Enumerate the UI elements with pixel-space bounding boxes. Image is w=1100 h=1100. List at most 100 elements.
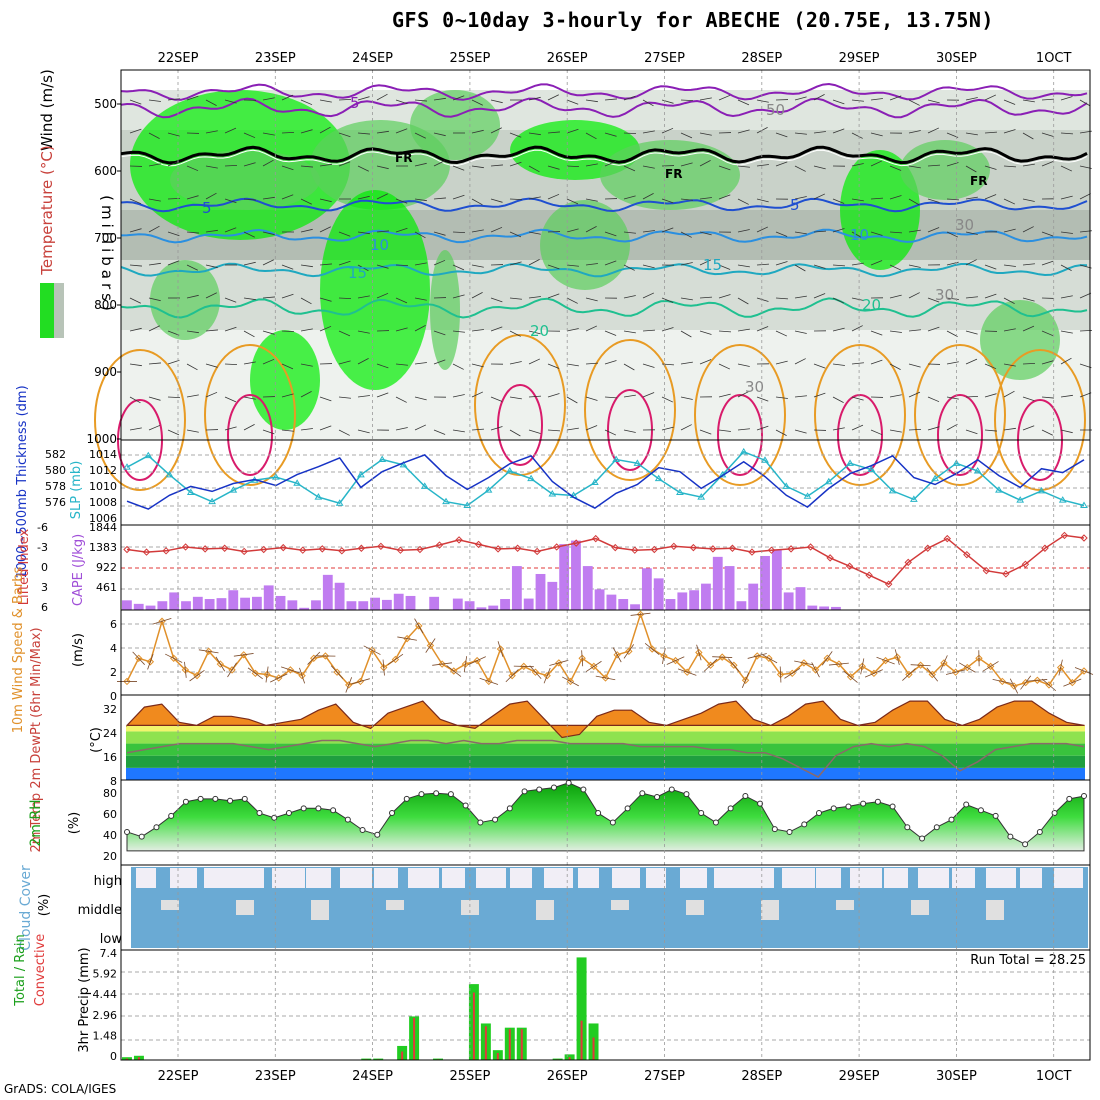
cloud-high-gap xyxy=(306,868,331,888)
wind-barb xyxy=(642,99,654,107)
rh2m-point xyxy=(904,824,911,831)
wind10-barb xyxy=(387,653,404,666)
wind-barb xyxy=(1060,165,1073,172)
wind-barb xyxy=(186,95,199,101)
temperature-axis-label: Temperature (°C) xyxy=(38,145,56,275)
wind-barb xyxy=(623,429,636,433)
wind-barb xyxy=(984,363,997,370)
wind10-point xyxy=(204,647,213,656)
wind-barb xyxy=(699,231,712,236)
wind-barb xyxy=(889,363,901,370)
wind-barb xyxy=(129,264,142,267)
lifted-index-point xyxy=(552,543,561,551)
wind-barb xyxy=(813,230,826,233)
wind-barb xyxy=(756,127,768,134)
wind-barb xyxy=(661,99,674,104)
precip-convective-bar xyxy=(520,1029,523,1060)
wind10-barb xyxy=(463,656,468,673)
wind-barb xyxy=(851,362,864,365)
rh2m-point xyxy=(801,821,808,828)
wind10-tick-2: 2 xyxy=(110,666,117,679)
wind-barb xyxy=(167,160,180,167)
wind-barb xyxy=(870,429,883,436)
wind10-barb xyxy=(630,612,651,616)
precip-total-bar xyxy=(576,957,587,1060)
wind10-barb xyxy=(299,667,306,684)
rh2m-point xyxy=(977,807,984,814)
wind-barb xyxy=(680,231,692,238)
wind-barb xyxy=(566,328,579,332)
isotherm-25-loop-5 xyxy=(814,344,906,486)
wind-barb xyxy=(1022,263,1035,266)
precip-convective-bar xyxy=(401,1051,404,1060)
wind-barb xyxy=(566,128,579,134)
wind-barb xyxy=(300,129,313,134)
wind-barb xyxy=(281,429,294,432)
wind-barb xyxy=(927,164,940,167)
wind-barb xyxy=(946,396,959,400)
cape-bar xyxy=(724,566,735,610)
wind-barb xyxy=(300,228,313,233)
wind10-barb xyxy=(623,644,635,659)
wind-barb xyxy=(1079,392,1092,398)
slp-point xyxy=(548,490,557,497)
date-label-bottom: 26SEP xyxy=(547,1069,588,1084)
lifted-index-point xyxy=(982,567,991,575)
cape-bar xyxy=(594,589,605,610)
rh2m-point xyxy=(1051,810,1058,817)
wind-barb xyxy=(680,132,693,139)
lifted-index-point xyxy=(533,547,541,556)
cape-bar xyxy=(334,582,345,610)
wind-barb xyxy=(452,394,465,398)
wind10-point xyxy=(216,660,225,668)
wind-barb xyxy=(794,330,807,334)
slp-point xyxy=(633,459,642,466)
cape-tick-922: 922 xyxy=(96,561,117,574)
cloud-high-gap xyxy=(340,868,372,888)
rh-blob-13 xyxy=(150,260,220,340)
wind-barb xyxy=(813,264,826,269)
wind-barb xyxy=(205,99,217,106)
wind10-barb xyxy=(644,643,660,655)
wind10-barb xyxy=(860,658,865,675)
wind-barb xyxy=(1060,357,1072,365)
cape-bar xyxy=(831,606,841,610)
wind10-barb xyxy=(233,653,254,657)
rh2m-point xyxy=(639,790,646,797)
temp2m-tick-32: 32 xyxy=(103,703,117,716)
wind-barb xyxy=(490,127,502,134)
precip-convective-bar xyxy=(413,1017,416,1060)
wind-barb xyxy=(1060,394,1073,398)
precip-tick-5.92: 5.92 xyxy=(93,968,118,981)
wind-barb xyxy=(1041,260,1054,266)
rh2m-point xyxy=(168,812,175,819)
wind-barb xyxy=(832,427,845,431)
wind-barb xyxy=(376,193,388,200)
rh2m-point xyxy=(389,810,396,817)
slp-point xyxy=(505,467,514,474)
wind-barb xyxy=(965,231,978,235)
cape-bar xyxy=(311,600,321,610)
wind10-barb xyxy=(165,653,183,663)
wind-barb xyxy=(870,330,883,336)
wind-barb xyxy=(737,198,749,205)
wind10-point xyxy=(415,622,423,630)
wind10-barb xyxy=(864,669,883,678)
lifted-index-point xyxy=(728,544,737,552)
cloud-mid-gap xyxy=(686,900,704,915)
wind10-point xyxy=(520,662,528,671)
cape-bar xyxy=(251,596,262,610)
wind-barb xyxy=(832,128,845,134)
lifted-index-point xyxy=(201,545,209,553)
wind10-point xyxy=(730,661,738,669)
wind-barb xyxy=(395,363,408,366)
wind-barb xyxy=(338,98,352,101)
wind-barb xyxy=(433,259,446,266)
cape-bar xyxy=(204,599,215,610)
cape-bar xyxy=(476,607,487,610)
wind-barb xyxy=(167,396,181,399)
rh2m-point xyxy=(580,786,587,793)
wind-barb xyxy=(471,391,484,398)
rh2m-point xyxy=(683,791,690,798)
wind10-barb xyxy=(926,667,939,682)
